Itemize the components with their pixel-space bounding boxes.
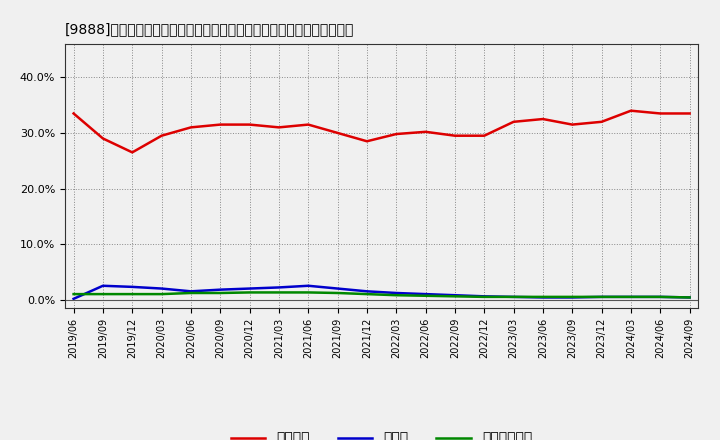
繰延税金資産 (451, 293, 459, 299)
自己資本 (480, 133, 489, 138)
自己資本 (539, 117, 547, 122)
のれん (128, 284, 137, 290)
のれん (480, 293, 489, 299)
繰延税金資産 (598, 294, 606, 300)
繰延税金資産 (539, 294, 547, 300)
自己資本 (685, 111, 694, 116)
自己資本 (304, 122, 312, 127)
繰延税金資産 (128, 291, 137, 297)
繰延税金資産 (480, 294, 489, 300)
繰延税金資産 (246, 290, 254, 295)
繰延税金資産 (69, 291, 78, 297)
自己資本 (568, 122, 577, 127)
自己資本 (363, 139, 372, 144)
自己資本 (128, 150, 137, 155)
Line: 自己資本: 自己資本 (73, 111, 690, 152)
自己資本 (451, 133, 459, 138)
Line: 繰延税金資産: 繰延税金資産 (73, 293, 690, 297)
自己資本 (656, 111, 665, 116)
のれん (656, 294, 665, 300)
繰延税金資産 (99, 291, 107, 297)
自己資本 (186, 125, 195, 130)
繰延税金資産 (685, 295, 694, 300)
のれん (509, 294, 518, 300)
のれん (99, 283, 107, 288)
のれん (685, 295, 694, 300)
自己資本 (216, 122, 225, 127)
繰延税金資産 (186, 290, 195, 296)
自己資本 (157, 133, 166, 138)
自己資本 (69, 111, 78, 116)
自己資本 (333, 130, 342, 136)
のれん (304, 283, 312, 288)
自己資本 (246, 122, 254, 127)
のれん (186, 289, 195, 294)
のれん (539, 295, 547, 300)
繰延税金資産 (274, 290, 283, 295)
のれん (421, 291, 430, 297)
繰延税金資産 (626, 294, 635, 300)
繰延税金資産 (363, 291, 372, 297)
自己資本 (421, 129, 430, 135)
自己資本 (598, 119, 606, 125)
繰延税金資産 (304, 290, 312, 295)
繰延税金資産 (216, 290, 225, 296)
繰延税金資産 (421, 293, 430, 298)
繰延税金資産 (333, 290, 342, 296)
自己資本 (274, 125, 283, 130)
のれん (568, 295, 577, 300)
自己資本 (626, 108, 635, 114)
繰延税金資産 (392, 293, 400, 298)
自己資本 (99, 136, 107, 141)
Line: のれん: のれん (73, 286, 690, 299)
のれん (246, 286, 254, 291)
Legend: 自己資本, のれん, 繰延税金資産: 自己資本, のれん, 繰延税金資産 (225, 426, 538, 440)
のれん (69, 296, 78, 301)
のれん (157, 286, 166, 291)
繰延税金資産 (509, 294, 518, 300)
のれん (451, 293, 459, 298)
繰延税金資産 (656, 294, 665, 300)
のれん (363, 289, 372, 294)
自己資本 (392, 132, 400, 137)
のれん (274, 285, 283, 290)
Text: [9888]　自己資本、のれん、繰延税金資産の総資産に対する比率の推移: [9888] 自己資本、のれん、繰延税金資産の総資産に対する比率の推移 (65, 22, 354, 36)
のれん (333, 286, 342, 291)
繰延税金資産 (157, 291, 166, 297)
繰延税金資産 (568, 294, 577, 300)
自己資本 (509, 119, 518, 125)
のれん (626, 294, 635, 300)
のれん (598, 294, 606, 300)
のれん (392, 290, 400, 296)
のれん (216, 287, 225, 292)
